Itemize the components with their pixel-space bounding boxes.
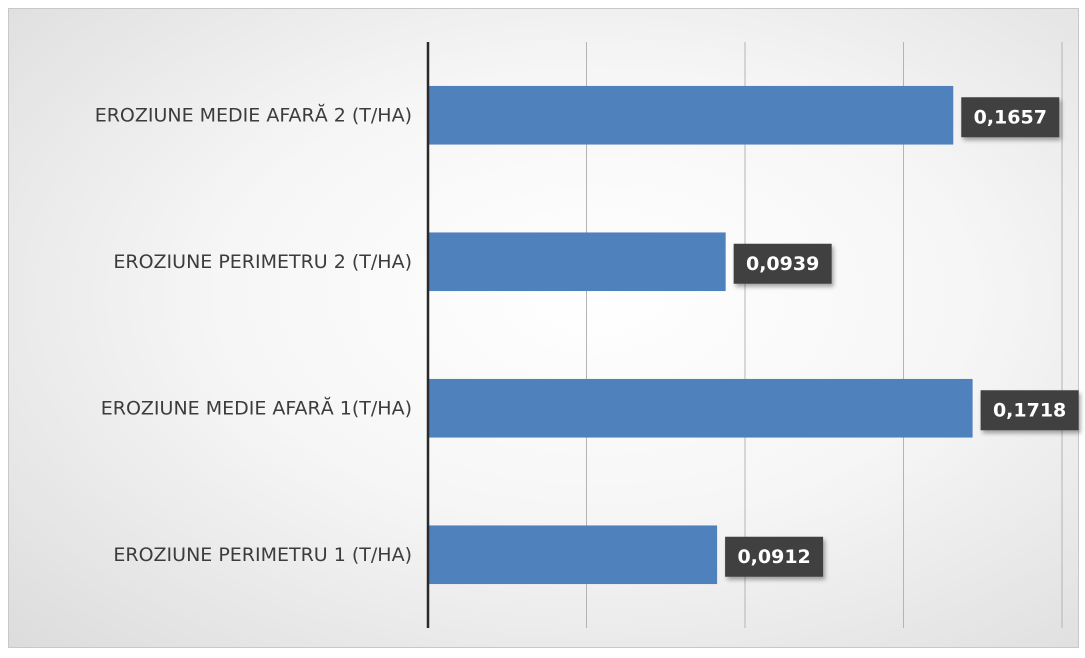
data-label-value: 0,0912 — [737, 546, 810, 568]
data-label-box — [961, 97, 1060, 138]
bar — [428, 85, 954, 145]
data-label: 0,0912 — [725, 536, 824, 577]
data-label-box — [980, 390, 1079, 431]
data-label-box — [733, 243, 832, 284]
data-label: 0,1657 — [961, 97, 1060, 138]
category-label: EROZIUNE PERIMETRU 2 (T/HA) — [113, 251, 412, 273]
bar — [428, 378, 973, 438]
data-label: 0,0939 — [733, 243, 832, 284]
data-label-value: 0,1718 — [993, 399, 1066, 421]
bars — [428, 85, 973, 585]
category-label: EROZIUNE MEDIE AFARĂ 1(T/HA) — [101, 395, 412, 419]
data-labels: 0,1657 0,0939 0,1718 0,0912 — [725, 97, 1079, 577]
data-label: 0,1718 — [980, 390, 1079, 431]
data-label-value: 0,0939 — [746, 253, 819, 275]
bar — [428, 525, 718, 585]
data-label-value: 0,1657 — [974, 106, 1047, 128]
data-label-box — [725, 536, 824, 577]
category-label: EROZIUNE PERIMETRU 1 (T/HA) — [113, 544, 412, 566]
category-axis: EROZIUNE MEDIE AFARĂ 2 (T/HA) EROZIUNE PE… — [95, 42, 430, 628]
category-label: EROZIUNE MEDIE AFARĂ 2 (T/HA) — [95, 102, 412, 126]
bar — [428, 232, 726, 292]
